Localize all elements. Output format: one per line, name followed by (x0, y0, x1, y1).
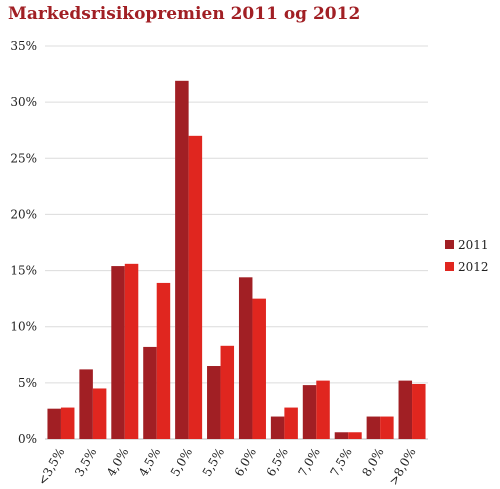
y-tick-label: 0% (18, 432, 37, 446)
legend-swatch (445, 262, 454, 271)
legend-label: 2011 (458, 238, 489, 252)
y-tick-label: 35% (10, 39, 37, 53)
bar-2012 (412, 383, 426, 439)
bar-2012 (380, 416, 394, 439)
bar-2011 (143, 346, 157, 439)
bar-2012 (284, 407, 298, 439)
x-tick-label: 5,5% (200, 446, 227, 479)
bar-2011 (175, 80, 189, 440)
legend-label: 2012 (458, 260, 489, 274)
x-tick-label: <3,5% (35, 446, 67, 488)
x-tick-label: 7,0% (296, 446, 323, 479)
y-tick-label: 10% (10, 320, 37, 334)
x-tick-label: 6,5% (264, 446, 291, 479)
bar-2011 (47, 408, 61, 439)
x-tick-label: >8,0% (386, 446, 418, 488)
bar-2011 (270, 416, 285, 439)
bar-2011 (238, 277, 253, 439)
bar-2012 (220, 345, 235, 439)
bar-2011 (79, 369, 93, 439)
x-tick-label: 3,5% (72, 446, 99, 479)
x-tick-label: 5,0% (168, 446, 195, 479)
x-tick-label: 4,0% (104, 446, 131, 479)
chart-title: Markedsrisikopremien 2011 og 2012 (8, 4, 361, 24)
bar-2012 (124, 263, 139, 439)
bar-2011 (207, 366, 221, 439)
bar-2012 (188, 135, 203, 440)
bar-2012 (316, 380, 330, 439)
bar-2012 (252, 298, 266, 439)
bar-2012 (92, 388, 107, 439)
bar-2011 (398, 380, 413, 439)
bar-2011 (111, 266, 125, 439)
bar-2011 (334, 432, 349, 439)
y-tick-label: 5% (18, 376, 37, 390)
y-tick-label: 30% (10, 95, 37, 109)
bar-2012 (156, 282, 171, 439)
x-tick-label: 8,0% (359, 446, 386, 479)
bar-2011 (366, 416, 381, 439)
y-tick-label: 20% (10, 207, 37, 221)
legend-swatch (445, 240, 454, 249)
bar-2011 (302, 385, 317, 439)
x-tick-label: 7,5% (327, 446, 354, 479)
y-tick-label: 15% (10, 264, 37, 278)
x-tick-label: 4,5% (136, 446, 163, 479)
bar-2012 (348, 432, 362, 439)
bar-2012 (60, 407, 75, 439)
y-tick-label: 25% (10, 151, 37, 165)
x-tick-label: 6,0% (232, 446, 259, 479)
